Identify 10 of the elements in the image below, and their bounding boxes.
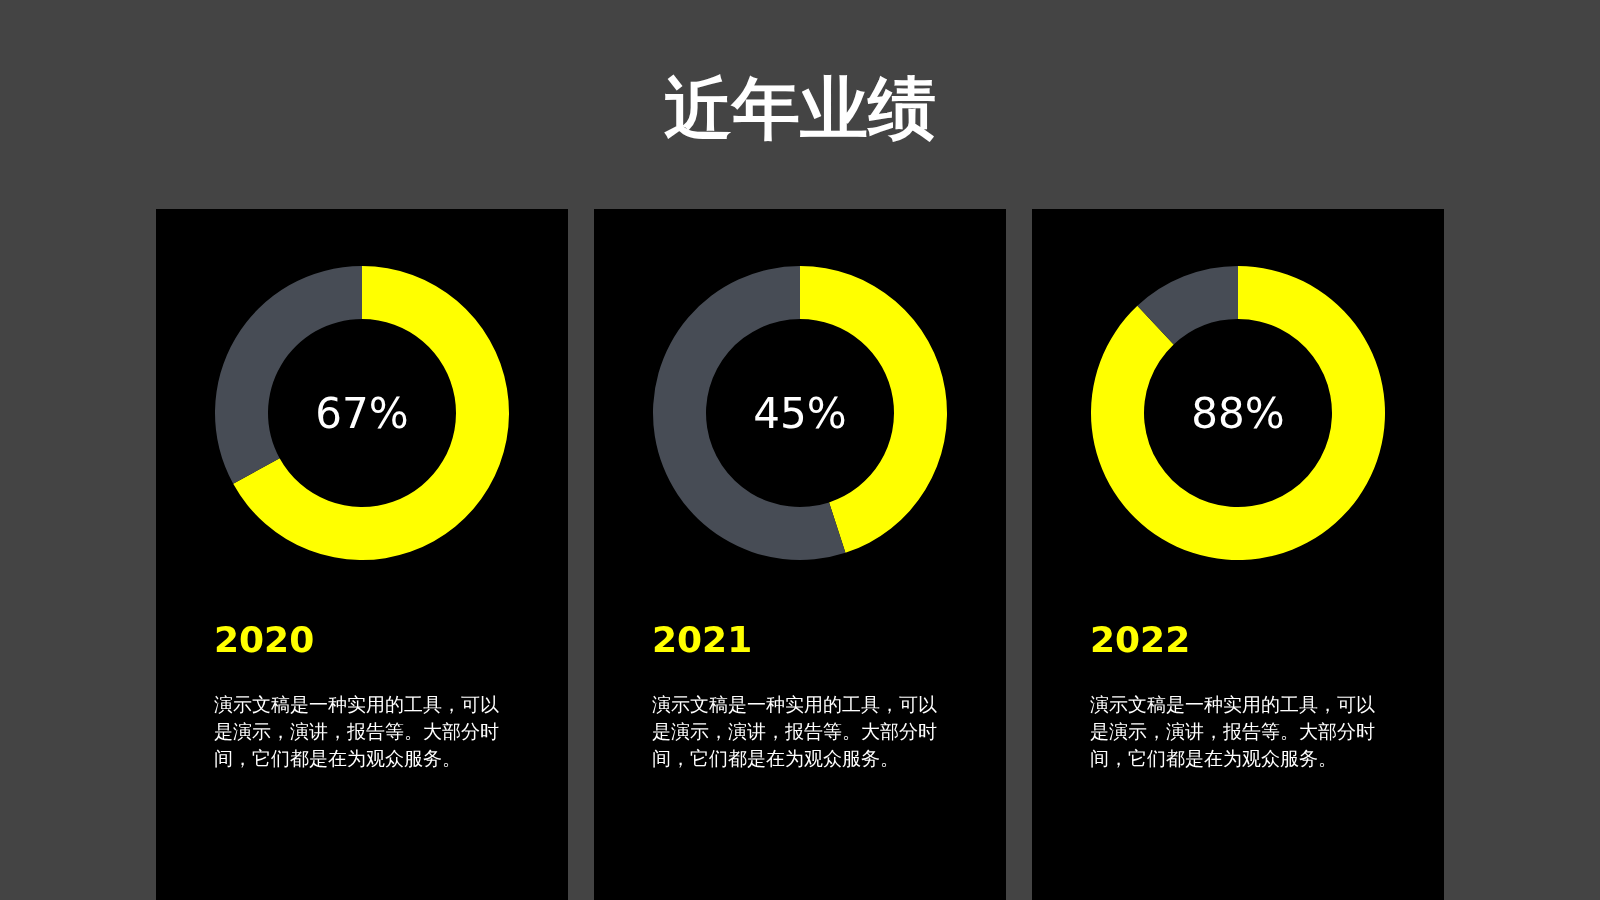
text: 2022 [1090, 619, 1191, 660]
text: 67% [315, 389, 409, 438]
text: 88% [1191, 389, 1285, 438]
text: 演示文稿是一种实用的工具，可以是演示，演讲，报告等。大部分时间，它们都是在为观众服务。 [214, 693, 499, 769]
text: 2021 [652, 619, 753, 660]
text: 演示文稿是一种实用的工具，可以是演示，演讲，报告等。大部分时间，它们都是在为观众服务。 [1090, 693, 1375, 769]
text: 45% [753, 389, 847, 438]
text: 2020 [214, 619, 315, 660]
text: 近年业绩 [664, 69, 936, 148]
text: 演示文稿是一种实用的工具，可以是演示，演讲，报告等。大部分时间，它们都是在为观众服务。 [652, 693, 937, 769]
